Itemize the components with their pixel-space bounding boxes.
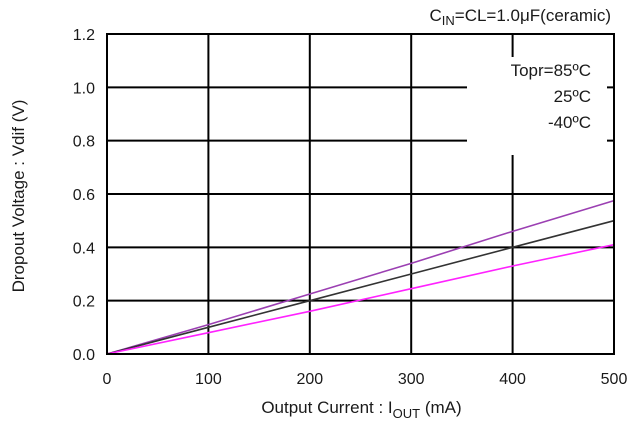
y-tick-0: 0.0 (73, 347, 95, 364)
y-tick-4: 0.8 (73, 134, 95, 151)
test-conditions: CIN=CL=1.0μF(ceramic) (429, 6, 611, 28)
legend-entry-85c: Topr=85ºC (510, 61, 591, 80)
y-tick-2: 0.4 (73, 240, 95, 257)
x-tick-4: 400 (499, 371, 526, 388)
y-tick-5: 1.0 (73, 80, 95, 97)
plot-frame (106, 33, 615, 355)
series-lines (106, 199, 615, 355)
y-tick-labels: 0.0 0.2 0.4 0.6 0.8 1.0 1.2 (73, 27, 95, 364)
y-tick-3: 0.6 (73, 187, 95, 204)
x-tick-0: 0 (103, 371, 112, 388)
x-tick-5: 500 (601, 371, 628, 388)
legend-entry-25c: 25ºC (553, 87, 591, 106)
x-tick-labels: 0 100 200 300 400 500 (103, 371, 628, 388)
y-tick-1: 0.2 (73, 294, 95, 311)
series-line-0 (106, 199, 615, 355)
y-tick-6: 1.2 (73, 27, 95, 44)
y-axis-label: Dropout Voltage : Vdif (V) (9, 99, 28, 293)
legend: Topr=85ºC 25ºC -40ºC (467, 57, 607, 155)
x-tick-3: 300 (398, 371, 425, 388)
series-line-2 (106, 243, 615, 355)
x-axis-label: Output Current : IOUT (mA) (261, 398, 462, 421)
legend-entry-minus40c: -40ºC (547, 113, 591, 132)
series-line-1 (106, 219, 615, 355)
x-tick-1: 100 (195, 371, 222, 388)
x-tick-2: 200 (296, 371, 323, 388)
